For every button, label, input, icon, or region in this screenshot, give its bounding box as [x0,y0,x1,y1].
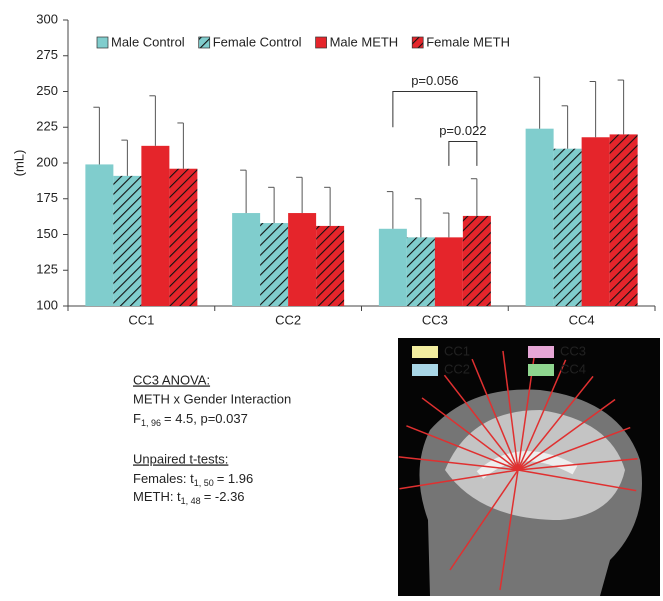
annotation-text: Unpaired t-tests: [133,451,228,466]
bar [609,134,638,306]
annotation-part: = 4.5, p=0.037 [164,411,248,426]
mri-inset [398,338,660,596]
bar [169,168,198,306]
inset-ray [517,469,637,492]
bar [260,223,289,306]
error-bar [240,169,247,214]
error-bar [589,80,597,138]
y-tick-label: 300 [36,11,58,26]
inset-ray [517,359,567,471]
x-tick-label: CC1 [128,312,154,327]
annotation-text: Females: t1, 50 = 1.96 [133,471,253,488]
legend-swatch [96,36,109,49]
inset-ray [421,397,519,471]
inset-label: CC3 [560,343,586,358]
inset-ray [449,469,519,571]
inset-swatch [412,346,438,358]
legend-swatch [411,36,424,49]
error-bar [617,79,625,135]
annotation-text: METH: t1, 48 = -2.36 [133,489,245,506]
inset-swatch [528,346,554,358]
inset-ray [517,457,638,471]
annotation-subscript: 1, 48 [181,496,201,506]
annotation-text: CC3 ANOVA: [133,372,210,387]
annotation-part: = 1.96 [217,471,254,486]
y-tick-label: 200 [36,154,58,169]
legend-swatch [315,36,327,49]
bar [406,237,435,306]
annotation-part: = -2.36 [204,489,245,504]
bar [434,237,463,306]
inset-swatch [528,364,554,376]
inset-ray [398,456,519,471]
legend-label: Male Control [111,34,185,49]
inset-label: CC4 [560,361,586,376]
error-bar [324,186,331,226]
inset-ray [517,426,631,471]
bar [581,137,610,306]
annotation-text: METH x Gender Interaction [133,391,291,406]
error-bar [268,186,275,224]
y-tick-label: 125 [36,262,58,277]
y-axis-label: (mL) [11,150,26,177]
bar [141,145,170,306]
error-bar [296,176,303,214]
bar [553,148,582,306]
bar [232,213,261,306]
bar [288,213,317,306]
error-bar [414,198,422,238]
inset-ray [502,350,519,471]
legend-label: Female Control [213,34,302,49]
annotation-part: Females: t [133,471,194,486]
inset-label: CC1 [444,343,470,358]
bracket-label: p=0.022 [439,123,486,138]
error-bar [177,122,184,169]
error-bar [121,139,128,176]
bracket-label: p=0.056 [411,73,458,88]
y-tick-label: 225 [36,119,58,134]
y-tick-label: 250 [36,83,58,98]
error-bar [93,106,100,165]
error-bar [442,212,450,238]
inset-ray [499,469,519,591]
inset-ray [517,375,594,471]
legend-label: Female METH [426,34,510,49]
bar [525,128,554,306]
inset-ray [406,425,519,471]
y-tick-label: 150 [36,226,58,241]
error-bar [561,105,569,149]
bar [85,164,114,306]
annotation-text: F1, 96 = 4.5, p=0.037 [133,411,248,428]
error-bar [533,76,541,129]
inset-label: CC2 [444,361,470,376]
inset-ray [517,398,616,471]
inset-ray [443,374,519,471]
bar [316,225,345,306]
annotation-part: METH: t [133,489,181,504]
inset-swatch [412,364,438,376]
y-tick-label: 175 [36,190,58,205]
annotation-subscript: 1, 96 [141,418,161,428]
error-bar [470,178,478,216]
x-tick-label: CC2 [275,312,301,327]
annotation-part: F [133,411,141,426]
bracket [392,91,478,128]
bar [378,228,407,306]
bar [113,175,142,306]
x-tick-label: CC4 [569,312,595,327]
inset-ray [399,469,519,490]
error-bar [149,95,156,146]
inset-ray [471,358,519,471]
bracket [448,141,478,166]
legend-label: Male METH [330,34,399,49]
bar [462,215,491,306]
legend-swatch [198,36,211,49]
x-tick-label: CC3 [422,312,448,327]
y-tick-label: 275 [36,47,58,62]
error-bar [386,191,394,229]
y-tick-label: 100 [36,297,58,312]
annotation-subscript: 1, 50 [194,478,214,488]
